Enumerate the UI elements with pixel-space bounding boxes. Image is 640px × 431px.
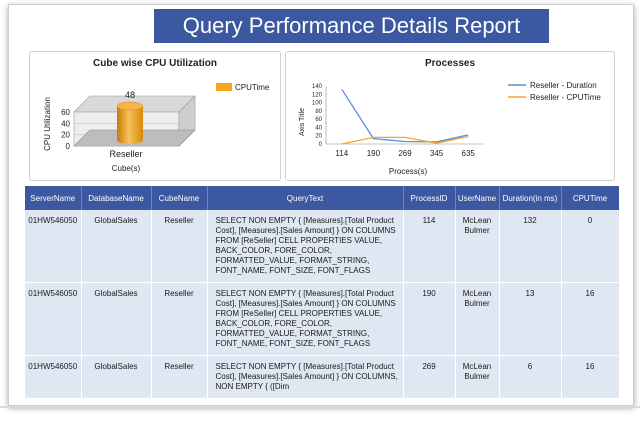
processes-y-tick-label: 120 bbox=[312, 92, 323, 98]
table-cell: GlobalSales bbox=[81, 355, 152, 399]
processes-y-tick-label: 40 bbox=[315, 125, 322, 131]
processes-x-tick-label: 190 bbox=[367, 149, 381, 158]
processes-series-line-0 bbox=[341, 88, 469, 143]
table-cell: 114 bbox=[403, 210, 456, 283]
processes-chart: Axis Title Process(s) Reseller - Duratio… bbox=[299, 81, 601, 176]
table-cell: 01HW546050 bbox=[25, 282, 82, 356]
cpu-bar-reseller bbox=[117, 106, 143, 144]
table-cell: McLean Bulmer bbox=[455, 210, 500, 283]
table-row: 01HW546050 GlobalSales Reseller SELECT NON … bbox=[25, 210, 619, 283]
processes-x-tick-label: 345 bbox=[430, 149, 444, 158]
table-cell: GlobalSales bbox=[81, 282, 152, 356]
table-cell: McLean Bulmer bbox=[455, 355, 500, 399]
legend-label-cputime-line: Reseller - CPUTime bbox=[530, 93, 601, 102]
column-header: Duration(in ms) bbox=[499, 186, 562, 210]
column-header: CubeName bbox=[151, 186, 208, 210]
processes-x-axis-label: Process(s) bbox=[389, 167, 428, 176]
table-cell: McLean Bulmer bbox=[455, 282, 500, 356]
column-header: QueryText bbox=[207, 186, 404, 210]
table-row: 01HW546050 GlobalSales Reseller SELECT NON … bbox=[25, 282, 619, 356]
cpu-chart: 0 20 40 60 48 CPU Utilization Reseller Cube… bbox=[43, 83, 270, 173]
cpu-chart-panel: Cube wise CPU Utilization 0 20 40 60 48 CPU… bbox=[29, 51, 281, 181]
table-cell: 190 bbox=[403, 282, 456, 356]
table-cell: 0 bbox=[561, 210, 619, 283]
cpu-chart-title: Cube wise CPU Utilization bbox=[93, 58, 217, 69]
cpu-bar-top bbox=[116, 101, 144, 111]
page-shadow-line bbox=[0, 406, 640, 408]
table-cell: GlobalSales bbox=[81, 210, 152, 283]
table-cell: 16 bbox=[561, 282, 619, 356]
legend-label-cputime: CPUTime bbox=[235, 83, 270, 92]
processes-y-tick-label: 0 bbox=[319, 142, 323, 148]
table-cell: 01HW546050 bbox=[25, 210, 82, 283]
processes-y-tick-label: 20 bbox=[315, 134, 322, 140]
table-row: 01HW546050 GlobalSales Reseller SELECT NON … bbox=[25, 355, 619, 399]
table-cell: 132 bbox=[499, 210, 562, 283]
table-cell: 6 bbox=[499, 355, 562, 399]
processes-y-axis-label: Axis Title bbox=[299, 108, 306, 136]
processes-y-tick-label: 140 bbox=[312, 84, 323, 90]
cpu-x-axis-label: Cube(s) bbox=[112, 164, 141, 173]
legend-swatch-cputime bbox=[216, 83, 232, 91]
column-header: ProcessID bbox=[403, 186, 456, 210]
processes-chart-panel: Processes Axis Title Process(s) Reseller… bbox=[285, 51, 615, 181]
processes-y-tick-label: 60 bbox=[315, 117, 322, 123]
cpu-y-tick-label: 40 bbox=[61, 119, 70, 128]
processes-series-line-1 bbox=[341, 135, 469, 145]
table-cell: 16 bbox=[561, 355, 619, 399]
table-cell: SELECT NON EMPTY { [Measures].[Total Pro… bbox=[207, 210, 404, 283]
processes-x-tick-label: 114 bbox=[335, 149, 348, 158]
processes-x-tick-label: 635 bbox=[462, 149, 476, 158]
column-header: CPUTime bbox=[561, 186, 619, 210]
table-cell: 01HW546050 bbox=[25, 355, 82, 399]
cpu-bar-data-label: 48 bbox=[125, 90, 135, 100]
processes-y-tick-label: 80 bbox=[315, 109, 322, 115]
processes-x-tick-label: 269 bbox=[398, 149, 412, 158]
table-cell: SELECT NON EMPTY { [Measures].[Total Pro… bbox=[207, 282, 404, 356]
cpu-y-tick-label: 20 bbox=[61, 131, 70, 140]
table-cell: Reseller bbox=[151, 210, 208, 283]
table-cell: SELECT NON EMPTY { [Measures].[Total Pro… bbox=[207, 355, 404, 399]
table-header-row: ServerName DatabaseName CubeName QueryText P… bbox=[25, 186, 619, 210]
table-cell: Reseller bbox=[151, 355, 208, 399]
column-header: ServerName bbox=[25, 186, 82, 210]
legend-label-duration: Reseller - Duration bbox=[530, 81, 597, 90]
table-cell: 13 bbox=[499, 282, 562, 356]
column-header: DatabaseName bbox=[81, 186, 152, 210]
column-header: UserName bbox=[455, 186, 500, 210]
cpu-y-tick-label: 60 bbox=[61, 108, 70, 117]
report-title: Query Performance Details Report bbox=[154, 9, 549, 43]
table-cell: 269 bbox=[403, 355, 456, 399]
table-cell: Reseller bbox=[151, 282, 208, 356]
processes-y-tick-label: 100 bbox=[312, 101, 323, 107]
cpu-y-axis-label: CPU Utilization bbox=[43, 97, 52, 151]
query-details-table: ServerName DatabaseName CubeName QueryText P… bbox=[25, 186, 619, 405]
report-frame: Query Performance Details Report Cube wi… bbox=[8, 4, 634, 406]
cpu-y-tick-label: 0 bbox=[66, 142, 71, 151]
processes-chart-title: Processes bbox=[424, 58, 476, 69]
cpu-category-label: Reseller bbox=[109, 149, 142, 159]
